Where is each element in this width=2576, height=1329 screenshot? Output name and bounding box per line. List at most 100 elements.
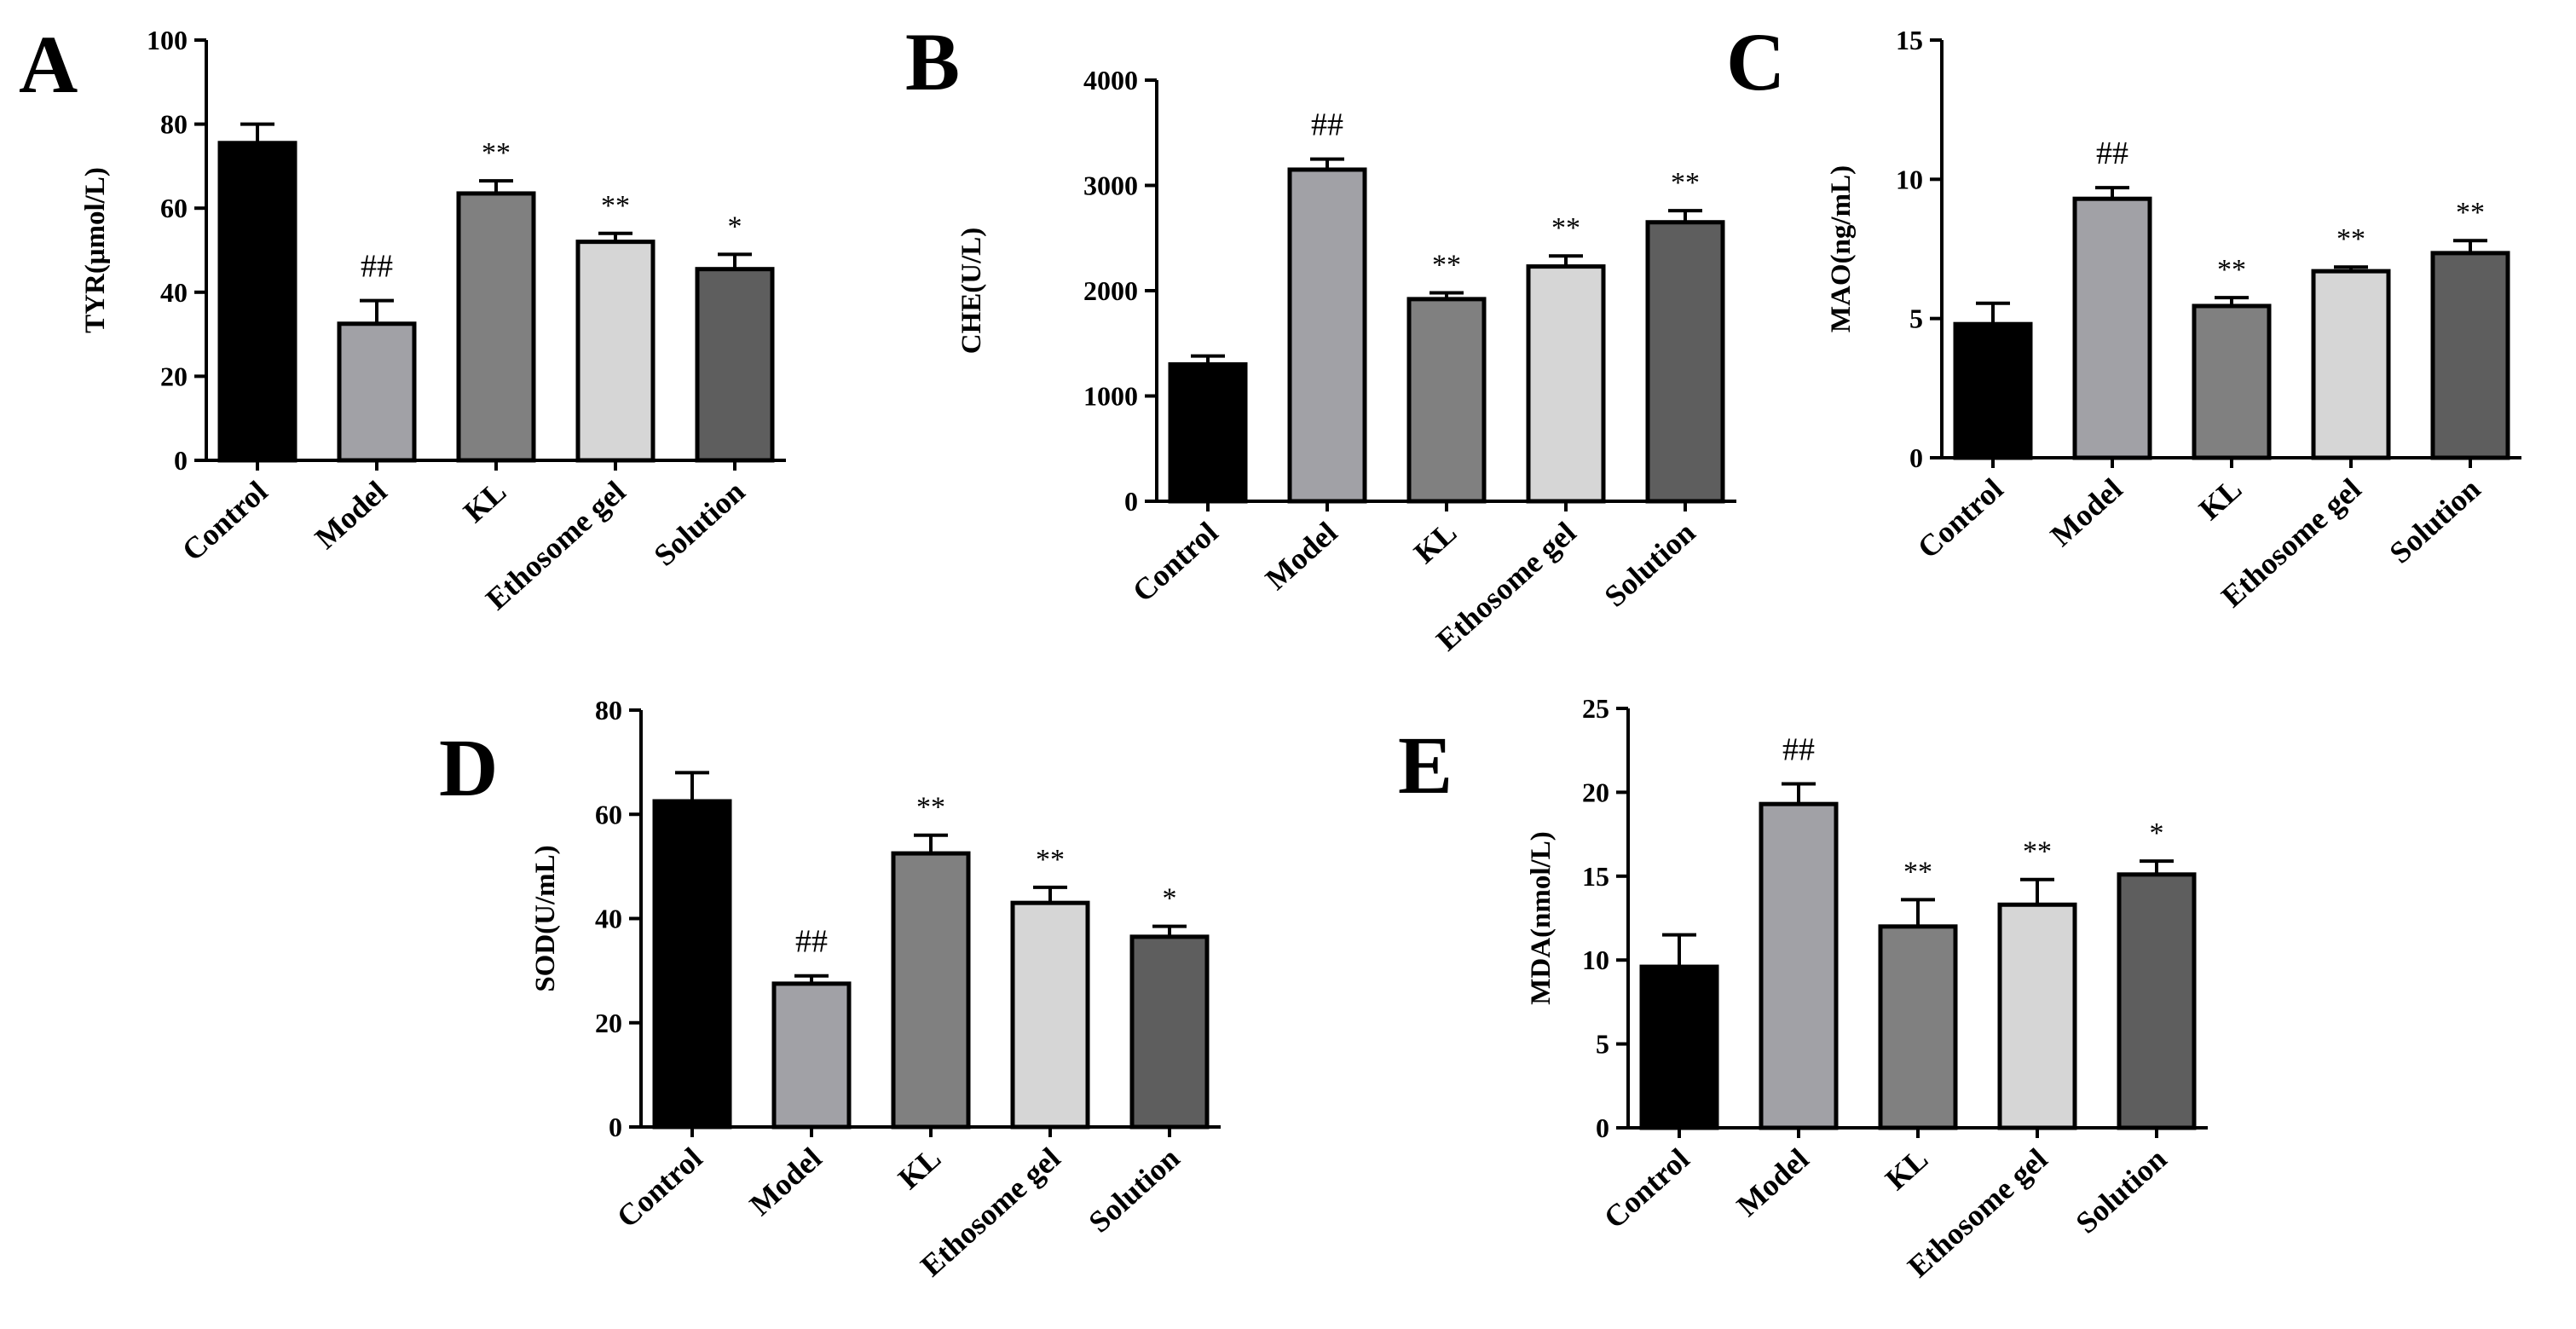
x-category-label: Solution <box>2069 1141 2173 1239</box>
significance-label: ## <box>795 924 828 960</box>
x-category-label: Control <box>176 474 274 568</box>
y-tick-label: 5 <box>1596 1029 1609 1060</box>
y-tick-label: 60 <box>595 799 622 829</box>
panel-c: C051015MAO(ng/mL)Control##Model**KL**Eth… <box>1726 16 2521 614</box>
y-tick-label: 0 <box>1124 486 1138 517</box>
significance-label: ** <box>2336 223 2365 255</box>
bar-control <box>652 799 732 1130</box>
y-tick-label: 25 <box>1582 693 1609 724</box>
significance-label: ** <box>1432 249 1461 280</box>
y-axis-title: MAO(ng/mL) <box>1826 165 1857 332</box>
x-category-label: KL <box>457 474 512 529</box>
bar-model <box>771 981 852 1130</box>
bar-control <box>1953 321 2033 460</box>
significance-label: ** <box>2217 254 2246 286</box>
bar-solution <box>2117 872 2197 1130</box>
x-category-label: KL <box>1879 1141 1934 1197</box>
x-category-label: Model <box>1259 515 1344 596</box>
significance-label: ** <box>1671 167 1700 199</box>
significance-label: ** <box>1903 856 1932 887</box>
significance-label: ** <box>1036 844 1065 875</box>
y-tick-label: 4000 <box>1083 65 1138 95</box>
x-category-label: Solution <box>1082 1141 1186 1239</box>
y-tick-label: 60 <box>160 193 188 223</box>
y-tick-label: 15 <box>1582 861 1609 892</box>
y-tick-label: 40 <box>160 277 188 308</box>
bar-ethosome-gel <box>1526 264 1606 504</box>
bar-kl <box>1406 297 1487 504</box>
x-category-label: KL <box>1407 515 1463 570</box>
x-category-label: Model <box>309 474 394 555</box>
panel-letter: A <box>19 19 78 110</box>
bar-ethosome-gel <box>575 240 656 463</box>
bar-control <box>217 141 297 463</box>
y-tick-label: 5 <box>1909 303 1923 334</box>
y-tick-label: 20 <box>1582 777 1609 807</box>
bar-model <box>1759 801 1839 1130</box>
y-axis-title: TYR(μmol/L) <box>80 167 111 333</box>
bar-solution <box>695 267 775 463</box>
y-tick-label: 20 <box>160 361 188 391</box>
significance-label: ** <box>916 792 945 823</box>
bar-model <box>1287 167 1367 504</box>
x-category-label: Control <box>610 1141 708 1234</box>
panel-letter: E <box>1398 719 1453 811</box>
y-tick-label: 80 <box>595 695 622 725</box>
significance-label: ** <box>482 137 511 169</box>
y-tick-label: 0 <box>609 1112 622 1142</box>
bar-control <box>1639 964 1719 1130</box>
y-tick-label: 100 <box>147 25 188 55</box>
y-tick-label: 0 <box>1596 1112 1609 1143</box>
bar-ethosome-gel <box>2311 269 2391 460</box>
x-category-label: Model <box>743 1141 829 1222</box>
y-tick-label: 15 <box>1896 25 1923 55</box>
significance-label: * <box>2150 818 2164 849</box>
bar-kl <box>891 851 971 1130</box>
y-axis-title: MDA(nmol/L) <box>1526 831 1557 1004</box>
significance-label: * <box>728 211 742 242</box>
bar-kl <box>456 191 536 463</box>
bar-control <box>1168 361 1248 504</box>
bar-model <box>2072 196 2152 460</box>
panel-letter: B <box>905 16 960 107</box>
x-category-label: Control <box>1126 515 1224 609</box>
bar-solution <box>1645 220 1725 504</box>
x-category-label: Control <box>1597 1141 1695 1235</box>
bar-solution <box>2430 251 2510 460</box>
y-axis-title: SOD(U/mL) <box>530 845 561 991</box>
significance-label: ** <box>1551 212 1580 244</box>
y-tick-label: 40 <box>595 904 622 934</box>
significance-label: ** <box>2023 836 2052 868</box>
x-category-label: Model <box>1730 1141 1816 1222</box>
bar-kl <box>2192 303 2272 460</box>
x-category-label: KL <box>892 1141 947 1196</box>
bar-kl <box>1878 924 1958 1130</box>
significance-label: ## <box>1782 732 1815 768</box>
x-category-label: Solution <box>647 474 751 572</box>
panel-e: E 0 5 10 15 20 25 MDA(nmol/L) Control ## Model ** KL… <box>1398 693 2208 1284</box>
significance-label: ## <box>361 249 393 285</box>
y-axis-title: CHE(U/L) <box>956 228 987 355</box>
bar-model <box>337 321 417 463</box>
y-tick-label: 0 <box>1909 442 1923 473</box>
panel-a: A020406080100TYR(μmol/L)Control##Model**… <box>19 19 786 616</box>
y-tick-label: 10 <box>1896 164 1923 194</box>
x-category-label: KL <box>2192 471 2248 527</box>
panel-b: B 0 1000 2000 3000 4000 CHE(U/L) Control ## Model… <box>905 16 1736 657</box>
y-tick-label: 2000 <box>1083 275 1138 306</box>
significance-label: ## <box>2096 136 2128 171</box>
y-tick-label: 20 <box>595 1008 622 1038</box>
x-category-label: Solution <box>2383 471 2486 569</box>
panel-letter: C <box>1726 16 1785 107</box>
x-category-label: Solution <box>1597 515 1701 613</box>
significance-label: ** <box>601 190 630 222</box>
bar-ethosome-gel <box>1997 902 2077 1130</box>
x-category-label: Control <box>1911 471 2009 565</box>
bar-solution <box>1129 934 1210 1130</box>
significance-label: ## <box>1311 107 1343 143</box>
y-tick-label: 1000 <box>1083 381 1138 412</box>
bar-ethosome-gel <box>1010 900 1090 1130</box>
x-category-label: Model <box>2044 471 2129 552</box>
significance-label: ** <box>2456 197 2485 228</box>
